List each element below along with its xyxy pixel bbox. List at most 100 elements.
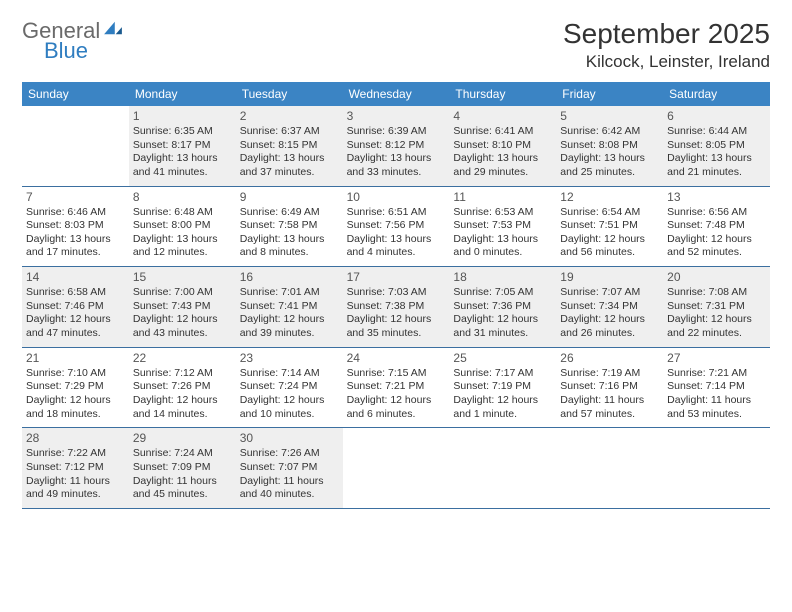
day2-text: and 56 minutes.	[560, 246, 659, 260]
sunset-text: Sunset: 8:12 PM	[347, 139, 446, 153]
title-block: September 2025 Kilcock, Leinster, Irelan…	[563, 18, 770, 72]
sunset-text: Sunset: 8:10 PM	[453, 139, 552, 153]
day1-text: Daylight: 12 hours	[26, 394, 125, 408]
day-number: 17	[347, 270, 446, 284]
day2-text: and 8 minutes.	[240, 246, 339, 260]
day-number: 9	[240, 190, 339, 204]
day1-text: Daylight: 12 hours	[133, 313, 232, 327]
day-number: 29	[133, 431, 232, 445]
sunset-text: Sunset: 7:24 PM	[240, 380, 339, 394]
day-cell: 6Sunrise: 6:44 AMSunset: 8:05 PMDaylight…	[663, 106, 770, 186]
sunset-text: Sunset: 8:05 PM	[667, 139, 766, 153]
day1-text: Daylight: 12 hours	[347, 313, 446, 327]
day-number: 27	[667, 351, 766, 365]
day-number: 24	[347, 351, 446, 365]
logo: GeneralBlue	[22, 18, 124, 64]
day2-text: and 14 minutes.	[133, 408, 232, 422]
sunrise-text: Sunrise: 6:58 AM	[26, 286, 125, 300]
day2-text: and 6 minutes.	[347, 408, 446, 422]
day2-text: and 4 minutes.	[347, 246, 446, 260]
day1-text: Daylight: 13 hours	[133, 233, 232, 247]
sunset-text: Sunset: 7:36 PM	[453, 300, 552, 314]
day-cell: 27Sunrise: 7:21 AMSunset: 7:14 PMDayligh…	[663, 348, 770, 428]
day2-text: and 49 minutes.	[26, 488, 125, 502]
sunrise-text: Sunrise: 7:14 AM	[240, 367, 339, 381]
sunrise-text: Sunrise: 6:35 AM	[133, 125, 232, 139]
day2-text: and 31 minutes.	[453, 327, 552, 341]
day-header-cell: Wednesday	[343, 82, 450, 106]
sunrise-text: Sunrise: 7:15 AM	[347, 367, 446, 381]
day2-text: and 21 minutes.	[667, 166, 766, 180]
sunset-text: Sunset: 7:43 PM	[133, 300, 232, 314]
logo-sail-icon	[102, 20, 124, 36]
day-cell	[449, 428, 556, 508]
sunrise-text: Sunrise: 6:42 AM	[560, 125, 659, 139]
day-cell: 15Sunrise: 7:00 AMSunset: 7:43 PMDayligh…	[129, 267, 236, 347]
day-cell: 26Sunrise: 7:19 AMSunset: 7:16 PMDayligh…	[556, 348, 663, 428]
day2-text: and 10 minutes.	[240, 408, 339, 422]
day-number: 28	[26, 431, 125, 445]
logo-text-blue: Blue	[44, 38, 124, 64]
sunset-text: Sunset: 7:09 PM	[133, 461, 232, 475]
day-header-cell: Thursday	[449, 82, 556, 106]
day-number: 21	[26, 351, 125, 365]
sunrise-text: Sunrise: 6:39 AM	[347, 125, 446, 139]
sunrise-text: Sunrise: 6:41 AM	[453, 125, 552, 139]
sunrise-text: Sunrise: 6:48 AM	[133, 206, 232, 220]
day1-text: Daylight: 13 hours	[240, 233, 339, 247]
sunset-text: Sunset: 7:51 PM	[560, 219, 659, 233]
day-cell: 1Sunrise: 6:35 AMSunset: 8:17 PMDaylight…	[129, 106, 236, 186]
day-number: 4	[453, 109, 552, 123]
sunset-text: Sunset: 8:03 PM	[26, 219, 125, 233]
day-number: 5	[560, 109, 659, 123]
day-number: 22	[133, 351, 232, 365]
day-number: 14	[26, 270, 125, 284]
day1-text: Daylight: 13 hours	[26, 233, 125, 247]
day2-text: and 41 minutes.	[133, 166, 232, 180]
calendar: SundayMondayTuesdayWednesdayThursdayFrid…	[22, 82, 770, 509]
day-header-cell: Tuesday	[236, 82, 343, 106]
day-number: 30	[240, 431, 339, 445]
day-number: 2	[240, 109, 339, 123]
day1-text: Daylight: 11 hours	[667, 394, 766, 408]
day1-text: Daylight: 12 hours	[347, 394, 446, 408]
sunset-text: Sunset: 7:53 PM	[453, 219, 552, 233]
day-cell: 13Sunrise: 6:56 AMSunset: 7:48 PMDayligh…	[663, 187, 770, 267]
day-cell: 11Sunrise: 6:53 AMSunset: 7:53 PMDayligh…	[449, 187, 556, 267]
day2-text: and 29 minutes.	[453, 166, 552, 180]
day2-text: and 47 minutes.	[26, 327, 125, 341]
day-number: 12	[560, 190, 659, 204]
sunrise-text: Sunrise: 7:17 AM	[453, 367, 552, 381]
day-cell	[22, 106, 129, 186]
sunrise-text: Sunrise: 7:03 AM	[347, 286, 446, 300]
sunset-text: Sunset: 7:14 PM	[667, 380, 766, 394]
day1-text: Daylight: 13 hours	[667, 152, 766, 166]
day2-text: and 25 minutes.	[560, 166, 659, 180]
sunset-text: Sunset: 7:56 PM	[347, 219, 446, 233]
day-number: 26	[560, 351, 659, 365]
day-cell: 10Sunrise: 6:51 AMSunset: 7:56 PMDayligh…	[343, 187, 450, 267]
day2-text: and 43 minutes.	[133, 327, 232, 341]
day2-text: and 57 minutes.	[560, 408, 659, 422]
sunrise-text: Sunrise: 7:22 AM	[26, 447, 125, 461]
day2-text: and 17 minutes.	[26, 246, 125, 260]
day-cell: 3Sunrise: 6:39 AMSunset: 8:12 PMDaylight…	[343, 106, 450, 186]
day1-text: Daylight: 12 hours	[240, 313, 339, 327]
day-cell: 25Sunrise: 7:17 AMSunset: 7:19 PMDayligh…	[449, 348, 556, 428]
day1-text: Daylight: 13 hours	[347, 152, 446, 166]
day-cell: 12Sunrise: 6:54 AMSunset: 7:51 PMDayligh…	[556, 187, 663, 267]
day-cell: 2Sunrise: 6:37 AMSunset: 8:15 PMDaylight…	[236, 106, 343, 186]
sunrise-text: Sunrise: 7:12 AM	[133, 367, 232, 381]
day2-text: and 35 minutes.	[347, 327, 446, 341]
day1-text: Daylight: 13 hours	[453, 233, 552, 247]
day-header-cell: Sunday	[22, 82, 129, 106]
day-cell: 30Sunrise: 7:26 AMSunset: 7:07 PMDayligh…	[236, 428, 343, 508]
sunset-text: Sunset: 7:41 PM	[240, 300, 339, 314]
day1-text: Daylight: 11 hours	[240, 475, 339, 489]
sunset-text: Sunset: 7:31 PM	[667, 300, 766, 314]
sunrise-text: Sunrise: 7:01 AM	[240, 286, 339, 300]
day-number: 15	[133, 270, 232, 284]
week-row: 7Sunrise: 6:46 AMSunset: 8:03 PMDaylight…	[22, 187, 770, 268]
day-cell: 29Sunrise: 7:24 AMSunset: 7:09 PMDayligh…	[129, 428, 236, 508]
sunset-text: Sunset: 7:58 PM	[240, 219, 339, 233]
